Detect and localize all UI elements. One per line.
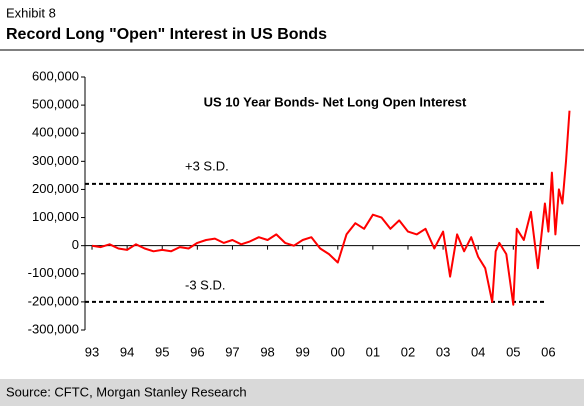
x-tick-label: 01	[366, 344, 380, 359]
x-tick-label: 97	[225, 344, 239, 359]
reference-label: -3 S.D.	[185, 277, 225, 292]
x-tick-label: 00	[331, 344, 345, 359]
x-tick-label: 02	[401, 344, 415, 359]
y-tick-label: 600,000	[32, 68, 79, 83]
data-line	[91, 110, 571, 306]
y-tick-label: 200,000	[32, 181, 79, 196]
y-tick-label: 0	[72, 237, 79, 252]
y-tick-label: 100,000	[32, 209, 79, 224]
x-tick-label: 06	[541, 344, 555, 359]
x-tick-label: 03	[436, 344, 450, 359]
y-tick-label: 300,000	[32, 153, 79, 168]
x-tick-label: 93	[85, 344, 99, 359]
exhibit-label: Exhibit 8	[6, 5, 56, 20]
x-tick-label: 99	[295, 344, 309, 359]
chart-title: Record Long "Open" Interest in US Bonds	[6, 26, 327, 43]
x-tick-label: 98	[260, 344, 274, 359]
annotation: US 10 Year Bonds- Net Long Open Interest	[204, 94, 467, 109]
y-tick-label: 400,000	[32, 125, 79, 140]
y-tick-label: -300,000	[28, 321, 79, 336]
x-tick-label: 94	[120, 344, 134, 359]
x-tick-label: 05	[506, 344, 520, 359]
y-tick-label: -100,000	[28, 265, 79, 280]
y-tick-label: 500,000	[32, 97, 79, 112]
x-tick-label: 95	[155, 344, 169, 359]
x-tick-label: 04	[471, 344, 485, 359]
reference-label: +3 S.D.	[185, 158, 229, 173]
footer-band	[0, 379, 584, 406]
x-tick-label: 96	[190, 344, 204, 359]
source: Source: CFTC, Morgan Stanley Research	[6, 384, 247, 399]
y-tick-label: -200,000	[28, 293, 79, 308]
